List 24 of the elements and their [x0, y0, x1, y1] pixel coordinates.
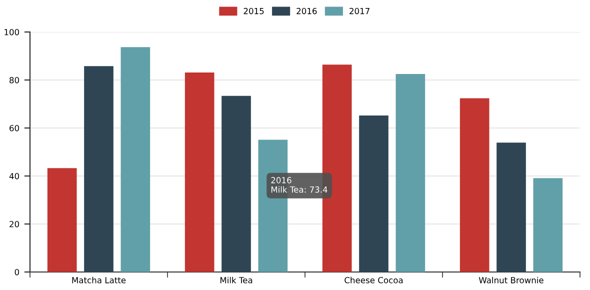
- x-tick-label: Matcha Latte: [72, 276, 126, 284]
- y-tick-label: 100: [4, 28, 20, 36]
- bar: [533, 178, 563, 272]
- bar: [47, 168, 77, 272]
- x-tick-label: Cheese Cocoa: [344, 276, 403, 284]
- y-tick-label: 60: [10, 124, 20, 132]
- bar: [496, 142, 526, 272]
- y-tick-label: 0: [14, 268, 20, 276]
- bar: [359, 116, 388, 272]
- legend-label: 2015: [244, 8, 264, 14]
- y-tick-label: 80: [10, 76, 20, 84]
- x-tick-label: Milk Tea: [220, 276, 252, 284]
- legend-label: 2017: [350, 8, 370, 14]
- legend-label: 2016: [296, 8, 317, 14]
- bar: [184, 72, 214, 272]
- bar: [84, 66, 114, 272]
- bar: [120, 47, 150, 272]
- bar: [396, 74, 426, 272]
- bar: [222, 96, 251, 272]
- bar: [460, 98, 490, 272]
- y-tick-label: 40: [9, 172, 20, 180]
- x-tick-label: Walnut Brownie: [478, 276, 544, 284]
- y-tick-label: 20: [10, 220, 20, 228]
- annotation: 2016 Milk Tea: 73.4: [271, 177, 328, 193]
